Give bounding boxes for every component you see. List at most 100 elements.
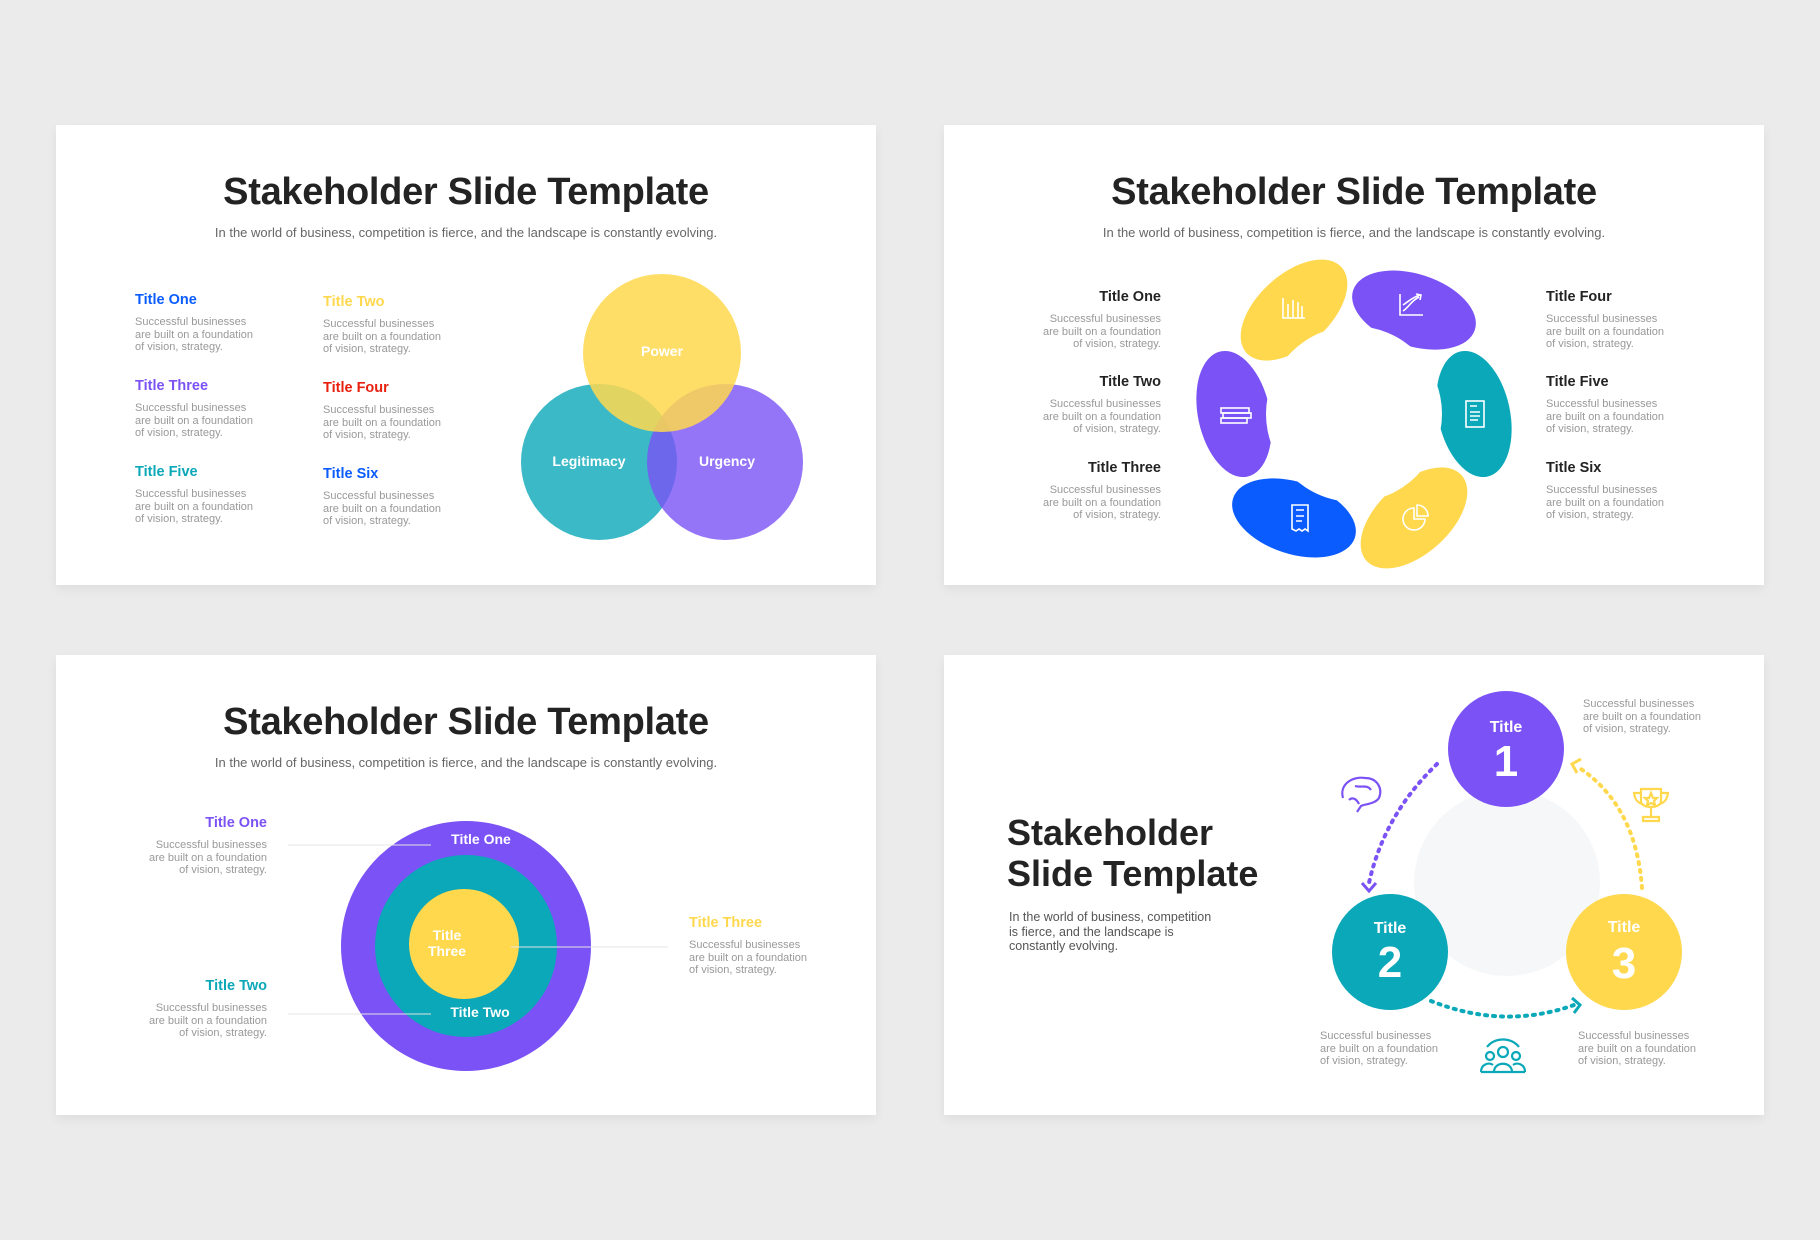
step-circle-2 — [1332, 894, 1448, 1010]
item-body: Successful businesses are built on a fou… — [1583, 698, 1702, 735]
slide-venn: Stakeholder Slide Template In the world … — [56, 125, 876, 585]
step-1-label: Title — [1489, 719, 1523, 736]
arrow-3-to-1 — [1576, 765, 1644, 890]
center-circle — [1414, 790, 1600, 976]
bricks-icon — [1220, 407, 1252, 424]
rings-diagram — [288, 821, 668, 1071]
item-body: Successful businesses are built on a fou… — [1546, 398, 1665, 435]
item-body: Successful businesses are built on a fou… — [148, 1002, 267, 1039]
step-2-label: Title — [1373, 920, 1407, 937]
step-2-text: Successful businesses are built on a fou… — [1320, 1030, 1510, 1068]
item-title: Title Four — [1546, 289, 1612, 305]
item-title: Title Three — [689, 915, 763, 931]
document-icon — [1465, 400, 1485, 428]
item-title: Title Two — [323, 294, 385, 310]
ring-label-outer: Title One — [451, 831, 511, 847]
step-3-text: Successful businesses are built on a fou… — [1578, 1030, 1764, 1068]
petal-purple-top — [1352, 270, 1476, 350]
ring-label-middle: Title Two — [450, 1004, 510, 1020]
item-body: Successful businesses are built on a fou… — [1578, 1030, 1697, 1067]
item-title: Title Four — [323, 380, 389, 396]
item-title: Title Three — [1087, 460, 1161, 476]
item-title: Title One — [1099, 289, 1161, 305]
item-body: Successful businesses are built on a fou… — [1320, 1030, 1439, 1067]
item-title: Title Six — [1546, 460, 1602, 476]
arrow-2-to-3 — [1429, 999, 1576, 1019]
petal-teal — [1436, 350, 1512, 478]
step-1-text: Successful businesses are built on a fou… — [1583, 698, 1764, 736]
list-item: Title Four Successful businesses are buil… — [323, 380, 513, 442]
title-line-2: Slide Template — [1007, 853, 1259, 894]
item-body: Successful businesses are built on a fou… — [135, 488, 254, 525]
step-3-number: 3 — [1611, 939, 1637, 988]
item-body: Successful businesses are built on a fou… — [323, 490, 442, 527]
item-title: Title Six — [323, 466, 379, 482]
step-1-number: 1 — [1493, 737, 1519, 786]
list-item: Title Three Successful businesses are bui… — [135, 378, 325, 440]
pie-chart-icon — [1402, 504, 1429, 531]
venn-label-power: Power — [640, 343, 683, 359]
item-title: Title Three — [135, 378, 209, 394]
petal-blue — [1232, 478, 1356, 558]
flower-diagram — [1196, 259, 1512, 569]
title-line-1: Stakeholder — [1007, 812, 1214, 853]
item-body: Successful businesses are built on a fou… — [1042, 484, 1161, 521]
petal-purple-left — [1196, 350, 1272, 478]
item-body: Successful businesses are built on a fou… — [689, 939, 808, 976]
list-item: Title Two Successful businesses are built… — [77, 978, 267, 1040]
item-body: Successful businesses are built on a fou… — [1042, 313, 1161, 350]
brain-icon — [1341, 776, 1382, 813]
item-title: Title Five — [135, 464, 198, 480]
receipt-icon — [1291, 504, 1309, 533]
slide-title: Stakeholder Slide Template — [223, 701, 709, 743]
step-3-label: Title — [1607, 919, 1641, 936]
item-body: Successful businesses are built on a fou… — [1546, 484, 1665, 521]
item-title: Title Two — [205, 978, 268, 994]
bar-chart-icon — [1282, 298, 1305, 319]
ring-inner — [409, 889, 519, 999]
list-item: Title One Successful businesses are built… — [135, 292, 325, 354]
slide-body: In the world of business, competition is… — [1009, 910, 1212, 953]
slide-flower: Stakeholder Slide Template In the world … — [944, 125, 1764, 585]
slide-title: Stakeholder Slide Template — [1111, 171, 1597, 213]
list-item: Title Three Successful businesses are bui… — [971, 460, 1161, 522]
petal-yellow-top — [1240, 259, 1348, 361]
slide-cycle: Stakeholder Slide Template In the world … — [944, 655, 1764, 1115]
list-item: Title Five Successful businesses are buil… — [1546, 374, 1736, 436]
growth-chart-icon — [1399, 293, 1423, 316]
item-body: Successful businesses are built on a fou… — [135, 316, 254, 353]
venn-label-urgency: Urgency — [698, 453, 756, 469]
slide-title: Stakeholder Slide Template — [1007, 812, 1258, 894]
slide-subtitle: In the world of business, competition is… — [1102, 225, 1606, 240]
trophy-icon — [1632, 787, 1670, 823]
slide-rings: Stakeholder Slide Template In the world … — [56, 655, 876, 1115]
list-item: Title Five Successful businesses are buil… — [135, 464, 325, 526]
item-body: Successful businesses are built on a fou… — [135, 402, 254, 439]
item-body: Successful businesses are built on a fou… — [323, 404, 442, 441]
slide-title: Stakeholder Slide Template — [223, 171, 709, 213]
slide-subtitle: In the world of business, competition is… — [214, 225, 718, 240]
list-item: Title Six Successful businesses are built… — [323, 466, 513, 528]
list-item: Title Three Successful businesses are bui… — [689, 915, 876, 977]
list-item: Title Two Successful businesses are built… — [323, 294, 513, 356]
step-2-number: 2 — [1377, 938, 1403, 987]
slide-subtitle: In the world of business, competition is… — [214, 755, 718, 770]
item-title: Title Five — [1546, 374, 1609, 390]
item-body: Successful businesses are built on a fou… — [1042, 398, 1161, 435]
connector-lines — [288, 844, 668, 1015]
item-title: Title One — [205, 815, 267, 831]
item-body: Successful businesses are built on a fou… — [1546, 313, 1665, 350]
list-item: Title One Successful businesses are built… — [971, 289, 1161, 351]
list-item: Title Four Successful businesses are buil… — [1546, 289, 1736, 351]
venn-diagram — [521, 274, 803, 540]
arrowhead-yellow — [1569, 757, 1582, 774]
arrowhead-purple — [1360, 882, 1378, 894]
step-circle-3 — [1566, 894, 1682, 1010]
item-title: Title One — [135, 292, 197, 308]
step-circle-1 — [1448, 691, 1564, 807]
item-body: Successful businesses are built on a fou… — [148, 839, 267, 876]
arrowhead-teal — [1571, 996, 1583, 1014]
venn-circle-power — [583, 274, 741, 432]
venn-label-legitimacy: Legitimacy — [552, 453, 626, 469]
item-body: Successful businesses are built on a fou… — [323, 318, 442, 355]
